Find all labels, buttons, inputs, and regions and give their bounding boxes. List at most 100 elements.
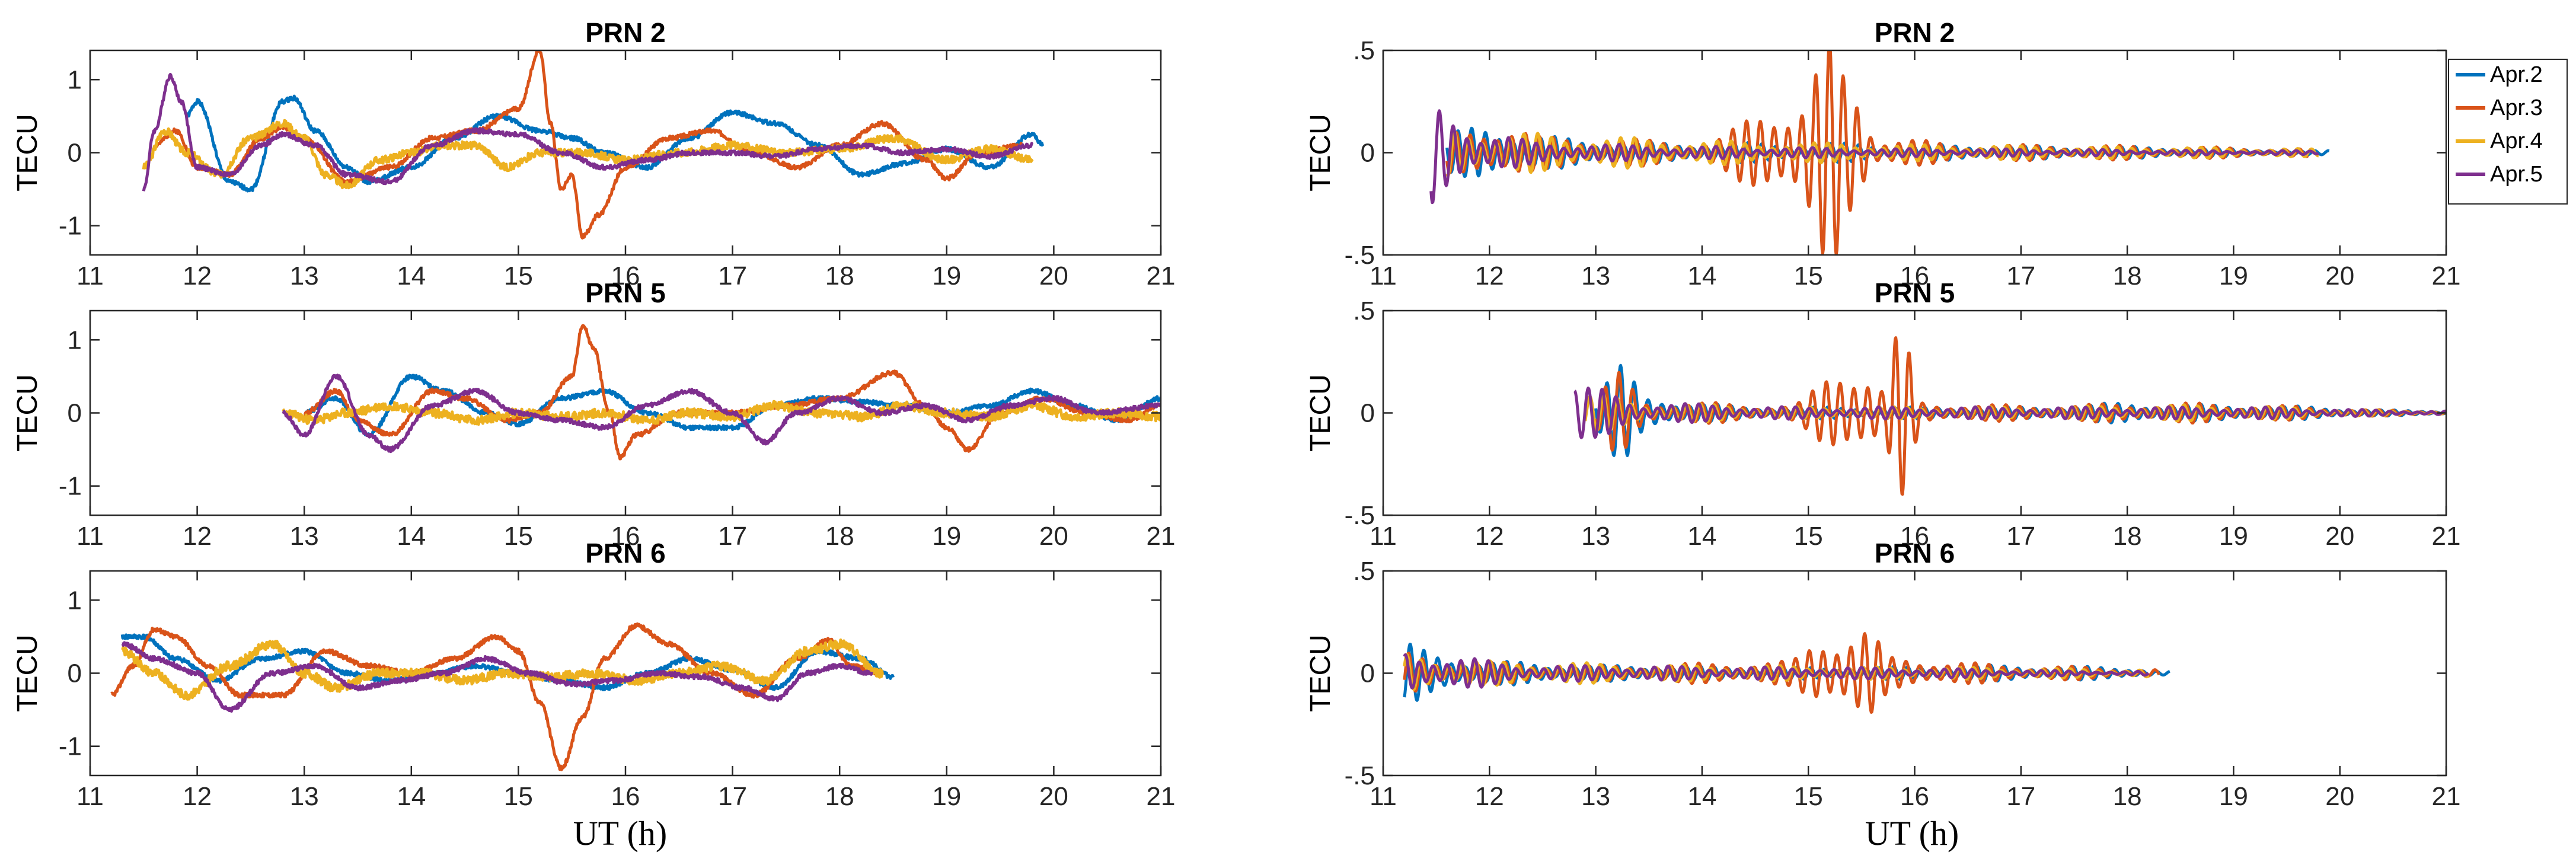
panel-5: PRN 6 TECU 11 12 13 14 15 16 17 18 19 20 21 -1 0 1 (12, 538, 1175, 811)
x-tick-label: 14 (1687, 261, 1716, 291)
x-tick-label: 16 (1900, 261, 1929, 291)
panel-title: PRN 5 (1875, 277, 1955, 308)
series-group (1403, 632, 2171, 714)
x-tick-label: 20 (2325, 522, 2354, 551)
x-tick-label: 19 (2219, 782, 2248, 811)
x-tick-label: 18 (2113, 261, 2142, 291)
x-tick-label: 20 (1039, 782, 1068, 811)
series-line-apr5 (142, 72, 1034, 191)
y-tick-label: -1 (59, 212, 82, 241)
legend-box (2448, 59, 2568, 205)
x-tick-label: 17 (718, 522, 747, 551)
series-line-apr5 (1429, 109, 2320, 205)
x-tick-label: 12 (1475, 261, 1504, 291)
legend-label: Apr.2 (2490, 62, 2543, 87)
y-tick-label: -.5 (1345, 501, 1375, 530)
x-tick-label: 19 (932, 261, 961, 291)
x-tick-label: 15 (504, 522, 533, 551)
x-tick-label: 12 (1475, 522, 1504, 551)
x-tick-label: 19 (932, 782, 961, 811)
x-tick-label: 15 (504, 261, 533, 291)
y-tick-label: 1 (68, 586, 82, 615)
x-tick-label: 18 (825, 261, 854, 291)
panel-title: PRN 6 (585, 538, 665, 569)
y-axis-label: TECU (12, 114, 43, 191)
y-tick-label: 0 (68, 659, 82, 688)
series-line-apr5 (282, 374, 1161, 454)
x-tick-label: 21 (1147, 782, 1176, 811)
x-tick-label: 11 (76, 261, 104, 291)
panel-1: PRN 2 TECU 11 12 13 14 15 16 17 18 19 20 21 -1 0 1 (12, 17, 1175, 291)
x-tick-label: 18 (825, 782, 854, 811)
x-tick-label: 18 (825, 522, 854, 551)
panel-3: PRN 5 TECU 11 12 13 14 15 16 17 18 19 20 21 -1 0 1 (12, 277, 1175, 551)
x-tick-label: 17 (718, 782, 747, 811)
x-tick-label: 16 (611, 782, 640, 811)
x-tick-label: 16 (1900, 522, 1929, 551)
x-tick-label: 11 (1370, 782, 1397, 811)
x-tick-label: 18 (2113, 782, 2142, 811)
x-tick-label: 15 (504, 782, 533, 811)
x-tick-label: 21 (2432, 522, 2461, 551)
x-tick-label: 13 (1581, 261, 1610, 291)
y-tick-label: .5 (1353, 296, 1375, 325)
legend-label: Apr.4 (2490, 129, 2543, 154)
x-tick-label: 21 (2432, 261, 2461, 291)
series-line-apr2 (303, 374, 1161, 438)
x-tick-label: 13 (290, 522, 319, 551)
panel-title: PRN 2 (1875, 17, 1955, 48)
x-tick-label: 17 (2006, 261, 2035, 291)
series-line-apr4 (282, 400, 1161, 426)
y-axis-label: TECU (1305, 114, 1336, 191)
x-tick-label: 21 (1147, 261, 1176, 291)
x-tick-label: 12 (183, 261, 212, 291)
x-tick-label: 11 (76, 522, 104, 551)
panel-title: PRN 5 (585, 277, 665, 308)
x-tick-label: 13 (290, 261, 319, 291)
x-tick-label: 11 (76, 782, 104, 811)
y-axis-label: TECU (1305, 634, 1336, 712)
y-tick-label: -1 (59, 732, 82, 761)
y-axis-label: TECU (12, 374, 43, 452)
y-tick-label: 0 (68, 399, 82, 428)
legend-label: Apr.5 (2490, 162, 2543, 187)
x-tick-label: 16 (611, 522, 640, 551)
x-tick-label: 17 (2006, 522, 2035, 551)
y-axis-label: TECU (12, 634, 43, 712)
x-tick-label: 16 (1900, 782, 1929, 811)
series-line-apr5 (1403, 653, 2150, 690)
x-tick-label: 12 (1475, 782, 1504, 811)
panel-title: PRN 6 (1875, 538, 1955, 569)
x-tick-label: 15 (1794, 261, 1823, 291)
x-tick-label: 21 (1147, 522, 1176, 551)
x-tick-label: 14 (1687, 522, 1716, 551)
x-tick-label: 13 (1581, 782, 1610, 811)
series-line-apr3 (1594, 336, 2446, 496)
panel-6: PRN 6 TECU 11 12 13 14 15 16 17 18 19 20 21 -.5 0 .5 (1305, 538, 2460, 811)
x-tick-label: 17 (2006, 782, 2035, 811)
y-tick-label: -1 (59, 472, 82, 501)
x-tick-label: 13 (1581, 522, 1610, 551)
x-tick-label: 17 (718, 261, 747, 291)
y-tick-label: .5 (1353, 36, 1375, 65)
series-group (142, 50, 1045, 240)
series-line-apr5 (121, 641, 873, 713)
panel-title: PRN 2 (585, 17, 665, 48)
y-tick-label: -.5 (1345, 761, 1375, 790)
legend-label: Apr.3 (2490, 95, 2543, 120)
y-tick-label: -.5 (1345, 241, 1375, 270)
x-tick-label: 11 (1370, 522, 1397, 551)
x-tick-label: 20 (2325, 261, 2354, 291)
x-tick-label: 19 (2219, 261, 2248, 291)
x-tick-label: 19 (932, 522, 961, 551)
series-group (1429, 50, 2331, 255)
series-line-apr4 (142, 119, 1034, 190)
x-tick-label: 13 (290, 782, 319, 811)
panel-4: PRN 5 TECU 11 12 13 14 15 16 17 18 19 20 21 -.5 0 .5 (1305, 277, 2460, 551)
x-tick-label: 16 (611, 261, 640, 291)
x-tick-label: 15 (1794, 782, 1823, 811)
x-tick-label: 12 (183, 522, 212, 551)
x-tick-label: 14 (397, 782, 426, 811)
series-group (282, 324, 1161, 461)
series-line-apr5 (1573, 387, 2446, 439)
